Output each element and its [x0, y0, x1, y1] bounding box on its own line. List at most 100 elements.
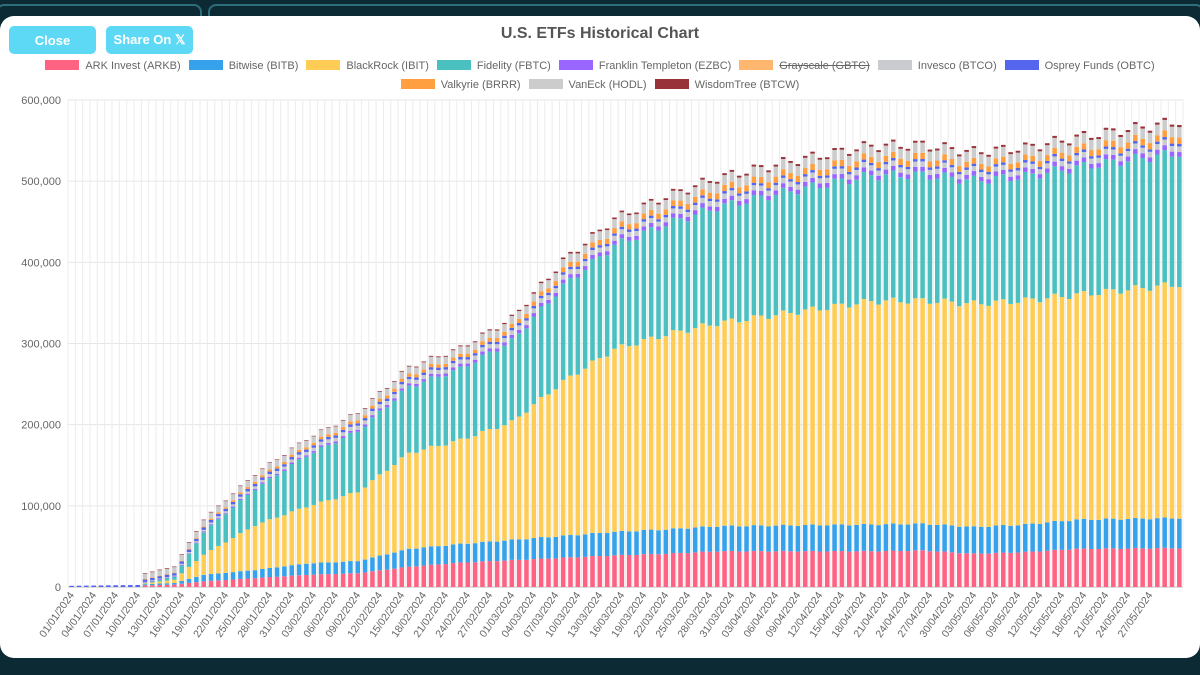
bar-segment-brrr[interactable]	[421, 369, 427, 373]
bar-segment-arkb[interactable]	[509, 559, 515, 587]
bar-segment-hodl[interactable]	[465, 346, 471, 354]
bar-segment-obtc[interactable]	[76, 585, 82, 587]
bar-segment-hodl[interactable]	[861, 143, 867, 154]
bar-segment-fbtc[interactable]	[355, 431, 361, 493]
bar-segment-obtc[interactable]	[186, 549, 192, 553]
bar-segment-hodl[interactable]	[414, 367, 419, 375]
bar-segment-ibit[interactable]	[282, 515, 287, 567]
bar-segment-hodl[interactable]	[487, 330, 493, 338]
bar-segment-ibit[interactable]	[824, 309, 830, 526]
bar-segment-arkb[interactable]	[238, 578, 243, 587]
bar-segment-btcw[interactable]	[560, 257, 566, 260]
bar-segment-arkb[interactable]	[348, 573, 353, 587]
bar-segment-brrr[interactable]	[245, 487, 250, 489]
bar-segment-btco[interactable]	[362, 420, 368, 425]
bar-segment-bitb[interactable]	[472, 543, 478, 563]
bar-segment-ezbc[interactable]	[898, 172, 903, 178]
bar-segment-obtc[interactable]	[832, 166, 837, 169]
bar-segment-brrr[interactable]	[502, 331, 507, 336]
bar-segment-obtc[interactable]	[839, 166, 845, 169]
bar-segment-ezbc[interactable]	[546, 299, 551, 304]
bar-segment-fbtc[interactable]	[230, 507, 236, 539]
bar-segment-ibit[interactable]	[890, 297, 896, 524]
bar-segment-arkb[interactable]	[788, 551, 793, 587]
bar-segment-arkb[interactable]	[1037, 551, 1043, 587]
bar-segment-hodl[interactable]	[1111, 130, 1116, 141]
bar-segment-ibit[interactable]	[450, 441, 456, 545]
bar-segment-fbtc[interactable]	[854, 179, 859, 305]
bar-segment-ezbc[interactable]	[172, 576, 177, 577]
bar-segment-bitb[interactable]	[157, 583, 162, 585]
bar-segment-hodl[interactable]	[927, 151, 933, 162]
bar-segment-obtc[interactable]	[898, 164, 903, 168]
bar-segment-arkb[interactable]	[795, 551, 801, 587]
bar-segment-arkb[interactable]	[575, 557, 581, 587]
bar-segment-arkb[interactable]	[282, 576, 287, 587]
bar-segment-arkb[interactable]	[142, 585, 148, 587]
bar-segment-brrr[interactable]	[1125, 142, 1131, 149]
bar-segment-ezbc[interactable]	[370, 415, 375, 418]
bar-segment-arkb[interactable]	[854, 551, 859, 587]
bar-segment-arkb[interactable]	[1096, 548, 1101, 587]
bar-segment-btcw[interactable]	[597, 229, 603, 232]
bar-segment-ibit[interactable]	[722, 320, 727, 526]
bar-segment-btco[interactable]	[714, 201, 720, 207]
bar-segment-brrr[interactable]	[392, 388, 397, 392]
bar-segment-btco[interactable]	[186, 552, 192, 554]
bar-segment-btcw[interactable]	[509, 314, 515, 316]
bar-segment-obtc[interactable]	[296, 452, 302, 455]
bar-segment-hodl[interactable]	[1045, 145, 1050, 156]
bar-segment-fbtc[interactable]	[780, 187, 786, 311]
bar-segment-hodl[interactable]	[634, 214, 639, 224]
legend-item[interactable]: Fidelity (FBTC)	[436, 60, 551, 72]
bar-segment-btco[interactable]	[692, 205, 698, 211]
bar-segment-arkb[interactable]	[648, 553, 654, 587]
bar-segment-hodl[interactable]	[201, 519, 206, 527]
bar-segment-obtc[interactable]	[1118, 153, 1123, 156]
bar-segment-hodl[interactable]	[949, 149, 955, 160]
bar-segment-hodl[interactable]	[348, 415, 353, 422]
bar-segment-bitb[interactable]	[986, 526, 991, 554]
bar-segment-btcw[interactable]	[370, 398, 375, 399]
bar-segment-obtc[interactable]	[905, 166, 911, 170]
bar-segment-arkb[interactable]	[1169, 548, 1175, 587]
bar-segment-arkb[interactable]	[1052, 549, 1057, 587]
bar-segment-fbtc[interactable]	[1133, 153, 1138, 286]
bar-segment-fbtc[interactable]	[326, 444, 331, 501]
bar-segment-hodl[interactable]	[905, 150, 911, 161]
bar-segment-fbtc[interactable]	[516, 333, 522, 417]
bar-segment-obtc[interactable]	[788, 179, 793, 182]
bar-segment-arkb[interactable]	[1133, 547, 1138, 587]
bar-segment-obtc[interactable]	[634, 228, 639, 231]
bar-segment-brrr[interactable]	[766, 182, 771, 189]
bar-segment-hodl[interactable]	[795, 165, 801, 177]
bar-segment-brrr[interactable]	[656, 213, 661, 220]
bar-segment-hodl[interactable]	[450, 350, 456, 358]
bar-segment-obtc[interactable]	[406, 376, 412, 380]
bar-segment-ezbc[interactable]	[612, 240, 617, 245]
bar-segment-brrr[interactable]	[758, 177, 764, 184]
bar-segment-brrr[interactable]	[450, 357, 456, 361]
bar-segment-ibit[interactable]	[1177, 287, 1182, 519]
bar-segment-hodl[interactable]	[157, 569, 162, 576]
bar-segment-obtc[interactable]	[326, 436, 331, 440]
bar-segment-fbtc[interactable]	[934, 178, 940, 303]
bar-segment-bitb[interactable]	[348, 561, 353, 574]
bar-segment-arkb[interactable]	[979, 553, 984, 587]
bar-segment-bitb[interactable]	[942, 524, 947, 552]
bar-segment-arkb[interactable]	[956, 553, 962, 587]
bar-segment-arkb[interactable]	[1089, 549, 1094, 587]
bar-segment-obtc[interactable]	[956, 171, 962, 175]
bar-segment-ibit[interactable]	[421, 449, 427, 548]
bar-segment-obtc[interactable]	[1155, 141, 1160, 145]
bar-segment-ibit[interactable]	[942, 298, 947, 525]
bar-segment-brrr[interactable]	[443, 363, 449, 368]
bar-segment-btcw[interactable]	[1074, 134, 1079, 137]
bar-segment-arkb[interactable]	[1023, 551, 1028, 587]
bar-segment-brrr[interactable]	[780, 169, 786, 176]
bar-segment-bitb[interactable]	[604, 533, 610, 557]
bar-segment-ezbc[interactable]	[318, 445, 324, 447]
bar-segment-hodl[interactable]	[766, 172, 771, 183]
bar-segment-ibit[interactable]	[920, 298, 925, 524]
bar-segment-fbtc[interactable]	[1067, 173, 1072, 299]
